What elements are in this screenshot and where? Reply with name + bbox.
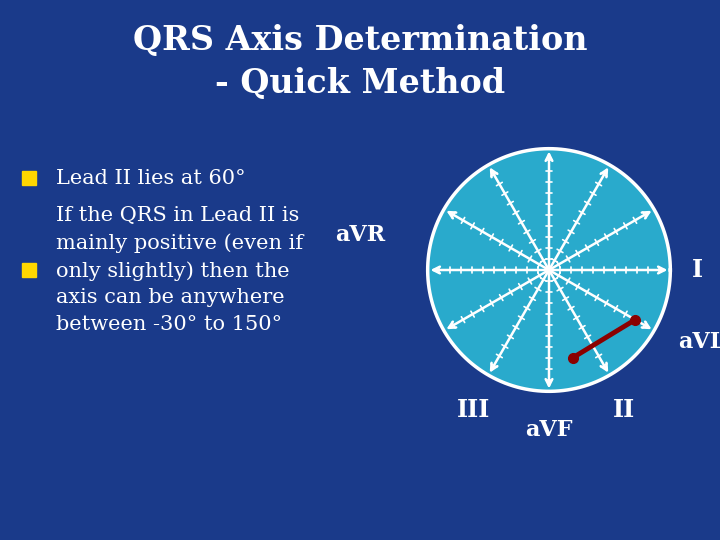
Text: II: II <box>613 397 635 422</box>
Text: aVF: aVF <box>526 419 572 441</box>
Text: aVR: aVR <box>335 224 385 246</box>
Text: QRS Axis Determination: QRS Axis Determination <box>132 24 588 57</box>
Text: Lead II lies at 60°: Lead II lies at 60° <box>56 168 246 188</box>
Text: If the QRS in Lead II is
mainly positive (even if
only slightly) then the
axis c: If the QRS in Lead II is mainly positive… <box>56 206 303 334</box>
Text: - Quick Method: - Quick Method <box>215 67 505 100</box>
Circle shape <box>428 148 670 392</box>
Text: I: I <box>692 258 703 282</box>
Text: III: III <box>457 397 490 422</box>
Text: aVL: aVL <box>678 330 720 353</box>
